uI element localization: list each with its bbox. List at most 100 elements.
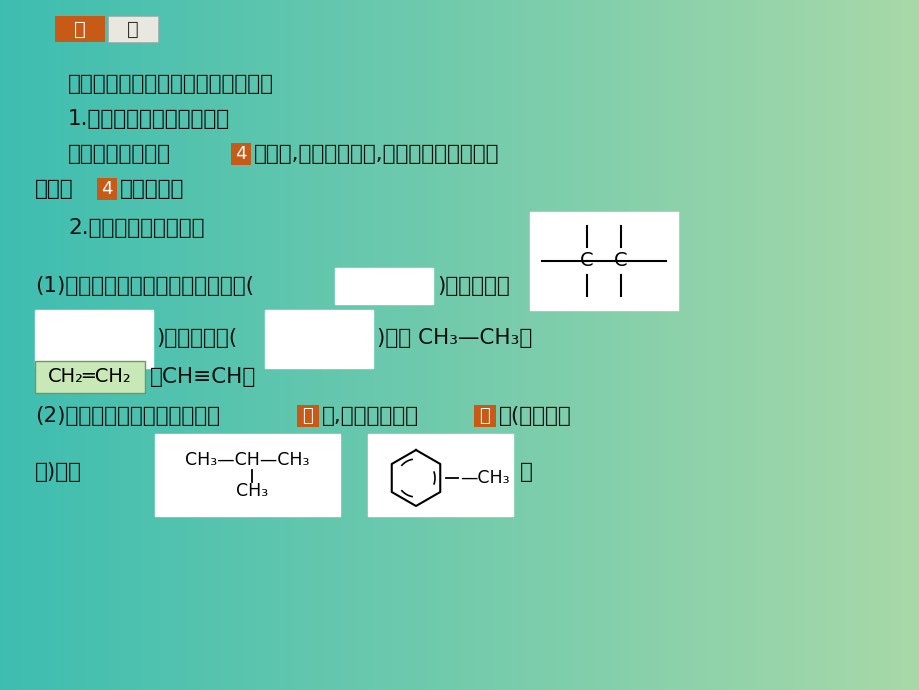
Bar	[906, 0, 908, 690]
Bar	[458, 0, 460, 690]
Bar	[226, 0, 228, 690]
Bar	[318, 0, 320, 690]
Bar	[297, 405, 319, 427]
Bar	[726, 0, 728, 690]
Bar	[9, 0, 11, 690]
Bar	[335, 268, 433, 304]
Bar	[518, 0, 520, 690]
Bar	[193, 0, 195, 690]
Bar	[314, 0, 316, 690]
Bar	[546, 0, 548, 690]
Bar	[452, 0, 454, 690]
Bar	[460, 0, 461, 690]
Bar	[507, 0, 509, 690]
Bar	[178, 0, 180, 690]
Bar	[463, 0, 465, 690]
Bar	[608, 0, 610, 690]
Bar	[412, 0, 414, 690]
Bar	[145, 0, 147, 690]
Bar	[195, 0, 197, 690]
Bar	[114, 0, 116, 690]
Bar	[594, 0, 596, 690]
Bar	[682, 0, 684, 690]
Bar	[368, 0, 369, 690]
Bar	[895, 0, 897, 690]
Bar	[873, 0, 875, 690]
Bar	[42, 0, 44, 690]
Bar	[722, 0, 724, 690]
Bar	[224, 0, 226, 690]
Bar	[134, 0, 136, 690]
Bar	[320, 0, 322, 690]
Bar	[700, 0, 702, 690]
Bar	[877, 0, 879, 690]
Bar	[529, 0, 531, 690]
Bar	[649, 0, 651, 690]
Bar	[531, 0, 533, 690]
Bar	[825, 0, 827, 690]
Bar	[904, 0, 906, 690]
Bar	[761, 0, 763, 690]
Bar	[158, 0, 160, 690]
Bar	[399, 0, 401, 690]
Bar	[119, 0, 121, 690]
Bar	[211, 0, 213, 690]
Text: 、CH≡CH。: 、CH≡CH。	[150, 367, 256, 387]
Bar	[90, 0, 92, 690]
Text: 链)。如: 链)。如	[35, 462, 82, 482]
Bar	[24, 0, 26, 690]
Bar	[323, 0, 325, 690]
Bar	[335, 0, 336, 690]
Bar	[559, 0, 561, 690]
Bar	[110, 0, 112, 690]
Bar	[493, 0, 494, 690]
Bar	[434, 0, 436, 690]
Bar	[750, 0, 752, 690]
Bar	[502, 0, 504, 690]
Bar	[461, 0, 463, 690]
Bar	[366, 0, 368, 690]
Bar	[669, 0, 671, 690]
Bar	[142, 0, 143, 690]
Text: C: C	[580, 251, 593, 270]
Text: 4: 4	[235, 145, 246, 163]
Bar	[149, 0, 151, 690]
Bar	[230, 0, 232, 690]
Bar	[57, 0, 59, 690]
Bar	[417, 0, 419, 690]
Text: —CH₃: —CH₃	[460, 469, 509, 487]
Bar	[651, 0, 652, 690]
Bar	[603, 0, 605, 690]
Bar	[344, 0, 346, 690]
Bar	[471, 0, 472, 690]
Bar	[912, 0, 913, 690]
Bar	[875, 0, 877, 690]
Text: 个电子,很难得失电子,易与碳原子或其他原: 个电子,很难得失电子,易与碳原子或其他原	[254, 144, 499, 164]
Bar	[849, 0, 851, 690]
Bar	[741, 0, 743, 690]
Bar	[97, 0, 99, 690]
Bar	[765, 0, 766, 690]
Bar	[199, 0, 200, 690]
Bar	[44, 0, 46, 690]
Bar	[233, 0, 235, 690]
Bar	[11, 0, 13, 690]
Bar	[618, 0, 619, 690]
Bar	[759, 0, 761, 690]
Bar	[246, 0, 248, 690]
Bar	[164, 0, 165, 690]
Bar	[891, 0, 893, 690]
Bar	[154, 434, 340, 516]
Bar	[103, 0, 105, 690]
Bar	[281, 0, 283, 690]
Bar	[243, 0, 244, 690]
Bar	[695, 0, 697, 690]
Bar	[801, 0, 803, 690]
Bar	[539, 0, 540, 690]
Bar	[108, 16, 158, 42]
Bar	[838, 0, 840, 690]
Bar	[64, 0, 66, 690]
Bar	[404, 0, 406, 690]
Text: 子形成: 子形成	[35, 179, 74, 199]
Bar	[915, 0, 917, 690]
